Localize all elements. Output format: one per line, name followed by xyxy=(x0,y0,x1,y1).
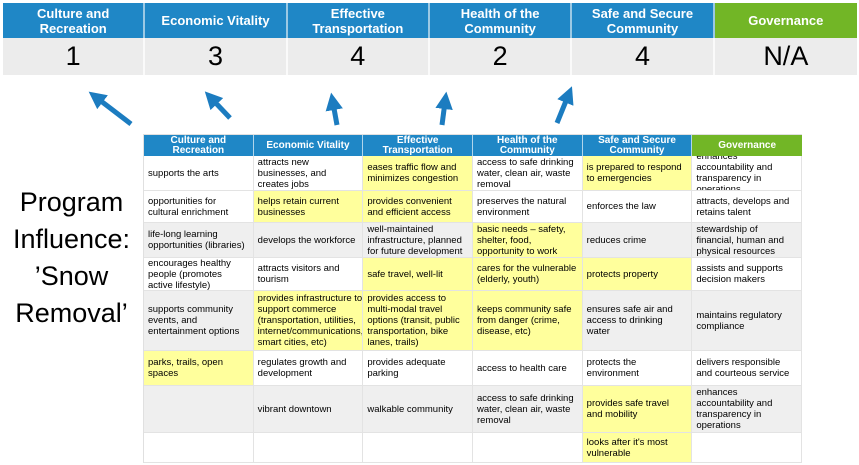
matrix-cell-effective-transportation-r2: provides convenient and efficient access xyxy=(363,191,473,223)
matrix-cell-economic-vitality-r7: vibrant downtown xyxy=(253,386,364,433)
scorecard-header-culture-and-recreation: Culture and Recreation xyxy=(3,3,146,38)
matrix-header-culture-and-recreation: Culture and Recreation xyxy=(144,135,254,156)
up-arrow xyxy=(204,91,232,120)
scorecard-header-health-of-the-community: Health of the Community xyxy=(429,3,573,38)
matrix-cell-safe-and-secure-community-r1: is prepared to respond to emergencies xyxy=(582,156,693,191)
program-title-line: Influence: xyxy=(12,224,131,254)
matrix-cell-health-of-the-community-r4: cares for the vulnerable (elderly, youth… xyxy=(472,258,583,291)
matrix-cell-governance-r2: attracts, develops and retains talent xyxy=(692,191,802,223)
matrix-cell-culture-and-recreation-r6: parks, trails, open spaces xyxy=(144,351,254,386)
matrix-cell-safe-and-secure-community-r4: protects property xyxy=(582,258,693,291)
matrix-cell-governance-r3: stewardship of financial, human and phys… xyxy=(692,223,802,258)
scorecard-score-governance: N/A xyxy=(714,38,857,75)
matrix-cell-safe-and-secure-community-r5: ensures safe air and access to drinking … xyxy=(582,291,693,351)
matrix-cell-effective-transportation-r5: provides access to multi-modal travel op… xyxy=(363,291,473,351)
matrix-cell-economic-vitality-r1: attracts new businesses, and creates job… xyxy=(253,156,364,191)
matrix-cell-safe-and-secure-community-r7: provides safe travel and mobility xyxy=(582,386,693,433)
matrix-cell-effective-transportation-r3: well-maintained infrastructure, planned … xyxy=(363,223,473,258)
matrix-header-effective-transportation: Effective Transportation xyxy=(363,135,473,156)
scorecard-score-effective-transportation: 4 xyxy=(287,38,430,75)
scorecard-header-effective-transportation: Effective Transportation xyxy=(287,3,430,38)
matrix-cell-culture-and-recreation-r3: life-long learning opportunities (librar… xyxy=(144,223,254,258)
program-title-line: Removal’ xyxy=(15,298,128,328)
program-title: Program Influence: ’Snow Removal’ xyxy=(0,184,143,332)
matrix-cell-culture-and-recreation-r7 xyxy=(144,386,254,433)
up-arrow xyxy=(88,91,133,126)
matrix-cell-effective-transportation-r8 xyxy=(363,433,473,463)
matrix-cell-governance-r1: enhances accountability and transparency… xyxy=(692,156,802,191)
matrix-cell-safe-and-secure-community-r8: looks after it's most vulnerable xyxy=(582,433,693,463)
matrix-cell-effective-transportation-r7: walkable community xyxy=(363,386,473,433)
matrix-cell-safe-and-secure-community-r6: protects the environment xyxy=(582,351,693,386)
matrix-header-economic-vitality: Economic Vitality xyxy=(253,135,364,156)
scorecard-header-safe-and-secure-community: Safe and Secure Community xyxy=(572,3,715,38)
matrix-cell-culture-and-recreation-r5: supports community events, and entertain… xyxy=(144,291,254,351)
matrix-cell-effective-transportation-r6: provides adequate parking xyxy=(363,351,473,386)
matrix-header-safe-and-secure-community: Safe and Secure Community xyxy=(582,135,693,156)
matrix-cell-culture-and-recreation-r1: supports the arts xyxy=(144,156,254,191)
category-scorecard: Culture and Recreation Economic Vitality E… xyxy=(3,3,857,75)
up-arrow xyxy=(325,92,343,126)
matrix-cell-economic-vitality-r4: attracts visitors and tourism xyxy=(253,258,364,291)
scorecard-header-governance: Governance xyxy=(714,3,857,38)
matrix-cell-culture-and-recreation-r8 xyxy=(144,433,254,463)
matrix-cell-economic-vitality-r3: develops the workforce xyxy=(253,223,364,258)
matrix-cell-safe-and-secure-community-r3: reduces crime xyxy=(582,223,693,258)
scorecard-score-safe-and-secure-community: 4 xyxy=(572,38,715,75)
program-title-line: Program xyxy=(19,187,124,217)
matrix-cell-health-of-the-community-r7: access to safe drinking water, clean air… xyxy=(472,386,583,433)
scorecard-score-culture-and-recreation: 1 xyxy=(3,38,146,75)
matrix-cell-effective-transportation-r1: eases traffic flow and minimizes congest… xyxy=(363,156,473,191)
matrix-cell-health-of-the-community-r2: preserves the natural environment xyxy=(472,191,583,223)
up-arrow xyxy=(435,91,453,126)
scorecard-header-economic-vitality: Economic Vitality xyxy=(145,3,288,38)
matrix-cell-economic-vitality-r8 xyxy=(253,433,364,463)
matrix-cell-governance-r6: delivers responsible and courteous servi… xyxy=(692,351,802,386)
matrix-cell-economic-vitality-r5: provides infrastructure to support comme… xyxy=(253,291,364,351)
influence-matrix: Culture and Recreation Economic Vitality E… xyxy=(143,134,802,463)
matrix-cell-health-of-the-community-r1: access to safe drinking water, clean air… xyxy=(472,156,583,191)
matrix-cell-governance-r8 xyxy=(692,433,802,463)
matrix-header-health-of-the-community: Health of the Community xyxy=(472,135,583,156)
matrix-cell-governance-r5: maintains regulatory compliance xyxy=(692,291,802,351)
matrix-cell-health-of-the-community-r8 xyxy=(472,433,583,463)
matrix-header-governance: Governance xyxy=(692,135,802,156)
matrix-cell-effective-transportation-r4: safe travel, well-lit xyxy=(363,258,473,291)
matrix-cell-culture-and-recreation-r2: opportunities for cultural enrichment xyxy=(144,191,254,223)
matrix-cell-culture-and-recreation-r4: encourages healthy people (promotes acti… xyxy=(144,258,254,291)
matrix-cell-economic-vitality-r6: regulates growth and development xyxy=(253,351,364,386)
matrix-cell-health-of-the-community-r6: access to health care xyxy=(472,351,583,386)
matrix-cell-economic-vitality-r2: helps retain current businesses xyxy=(253,191,364,223)
matrix-cell-health-of-the-community-r3: basic needs – safety, shelter, food, opp… xyxy=(472,223,583,258)
matrix-cell-governance-r4: assists and supports decision makers xyxy=(692,258,802,291)
scorecard-score-economic-vitality: 3 xyxy=(145,38,288,75)
program-title-line: ’Snow xyxy=(34,261,109,291)
matrix-cell-safe-and-secure-community-r2: enforces the law xyxy=(582,191,693,223)
matrix-cell-governance-r7: enhances accountability and transparency… xyxy=(692,386,802,433)
scorecard-score-health-of-the-community: 2 xyxy=(429,38,573,75)
up-arrow xyxy=(554,86,574,124)
matrix-cell-health-of-the-community-r5: keeps community safe from danger (crime,… xyxy=(472,291,583,351)
